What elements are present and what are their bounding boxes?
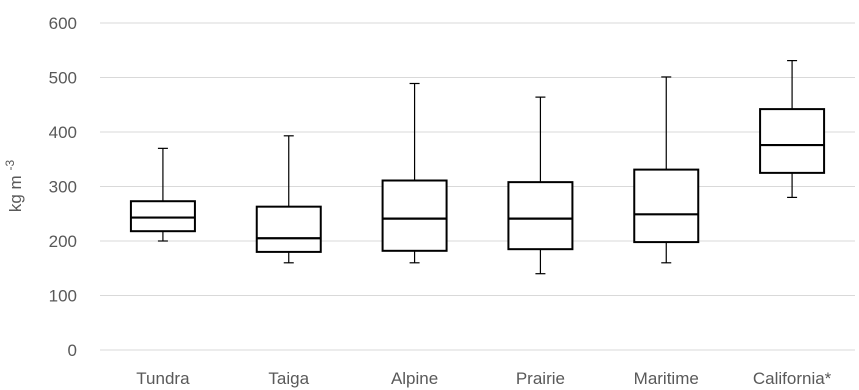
box-series: [129, 60, 826, 275]
box-california: [759, 60, 826, 198]
box-taiga: [255, 135, 322, 264]
iqr-box-prairie: [507, 181, 574, 251]
iqr-box-california: [759, 108, 826, 174]
box-prairie: [507, 96, 574, 275]
x-tick-label-alpine: Alpine: [391, 369, 438, 388]
y-tick-label-400: 400: [49, 123, 77, 142]
x-tick-label-maritime: Maritime: [634, 369, 699, 388]
box-tundra: [129, 147, 196, 242]
y-axis-title: kg m -3: [3, 160, 25, 213]
x-tick-label-taiga: Taiga: [268, 369, 309, 388]
iqr-box-alpine: [381, 179, 448, 252]
box-alpine: [381, 82, 448, 264]
y-axis-title-superscript: -3: [3, 160, 17, 171]
gridlines: [100, 22, 855, 351]
x-axis-tick-labels: Tundra Taiga Alpine Prairie Maritime Californ…: [136, 369, 831, 388]
y-tick-label-100: 100: [49, 287, 77, 306]
y-tick-label-300: 300: [49, 178, 77, 197]
iqr-box-tundra: [129, 200, 196, 233]
iqr-box-taiga: [255, 205, 322, 253]
box-maritime: [633, 76, 700, 264]
x-tick-label-california: California*: [753, 369, 832, 388]
y-tick-label-200: 200: [49, 232, 77, 251]
y-tick-label-600: 600: [49, 14, 77, 33]
iqr-box-maritime: [633, 168, 700, 244]
y-tick-label-500: 500: [49, 69, 77, 88]
y-axis-tick-labels: 0 100 200 300 400 500 600: [49, 14, 77, 360]
x-tick-label-prairie: Prairie: [516, 369, 565, 388]
x-tick-label-tundra: Tundra: [136, 369, 190, 388]
y-tick-label-0: 0: [68, 341, 77, 360]
y-axis-title-base: kg m: [6, 175, 25, 212]
